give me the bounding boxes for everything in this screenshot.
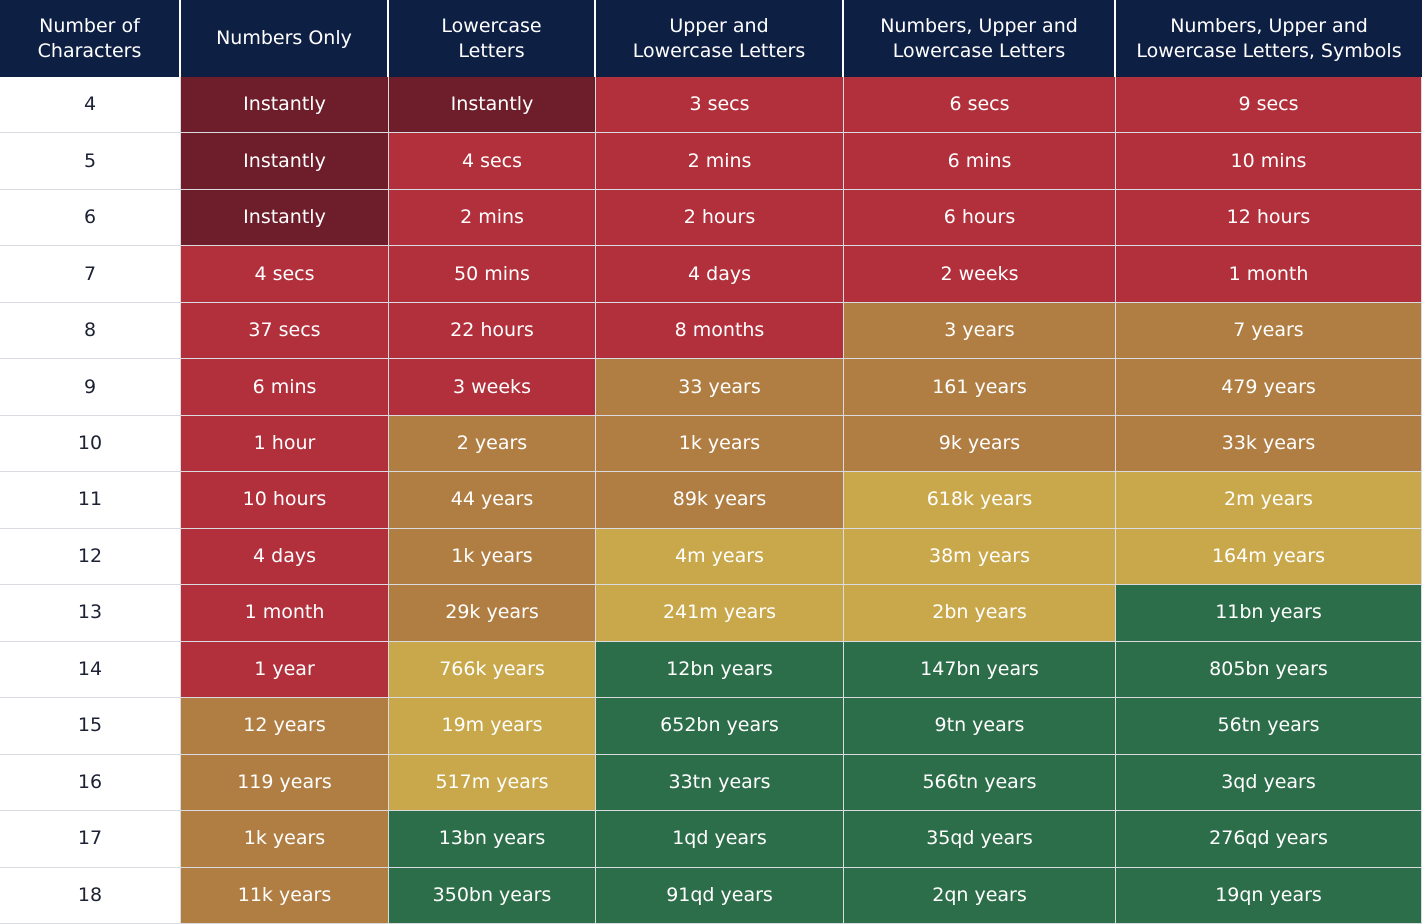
table-cell: 4 secs [181, 246, 389, 303]
table-cell: 19qn years [1116, 867, 1422, 924]
table-cell: 9k years [844, 415, 1116, 473]
table-cell: 3 weeks [389, 359, 596, 416]
table-cell: 2qn years [844, 867, 1116, 924]
table-cell: 33tn years [596, 754, 844, 812]
table-cell: 479 years [1116, 359, 1422, 416]
table-cell: 37 secs [181, 302, 389, 360]
table-cell: 11bn years [1116, 585, 1422, 642]
row-header-character-count: 6 [0, 189, 181, 247]
table-cell: Instantly [181, 189, 389, 247]
table-cell: 33k years [1116, 415, 1422, 473]
row-header-character-count: 7 [0, 246, 181, 303]
table-cell: 618k years [844, 472, 1116, 529]
table-cell: 33 years [596, 359, 844, 416]
table-cell: 10 hours [181, 472, 389, 529]
table-cell: 50 mins [389, 246, 596, 303]
table-cell: 2 mins [389, 189, 596, 247]
row-header-character-count: 9 [0, 359, 181, 416]
table-cell: 9tn years [844, 698, 1116, 755]
row-header-character-count: 17 [0, 811, 181, 868]
table-cell: 91qd years [596, 867, 844, 924]
column-header: Numbers, Upper and Lowercase Letters [844, 0, 1116, 77]
table-cell: 10 mins [1116, 133, 1422, 190]
table-cell: 517m years [389, 754, 596, 812]
table-cell: 2 years [389, 415, 596, 473]
row-header-character-count: 13 [0, 585, 181, 642]
table-cell: 1 month [1116, 246, 1422, 303]
table-cell: 3 secs [596, 77, 844, 134]
table-cell: 44 years [389, 472, 596, 529]
table-cell: 38m years [844, 528, 1116, 586]
table-cell: 2 mins [596, 133, 844, 190]
table-cell: 164m years [1116, 528, 1422, 586]
table-cell: 1k years [389, 528, 596, 586]
table-cell: 19m years [389, 698, 596, 755]
row-header-character-count: 5 [0, 133, 181, 190]
row-header-character-count: 11 [0, 472, 181, 529]
table-cell: 1k years [596, 415, 844, 473]
row-header-character-count: 18 [0, 867, 181, 924]
table-cell: 4 secs [389, 133, 596, 190]
table-cell: 4 days [596, 246, 844, 303]
table-cell: 2 hours [596, 189, 844, 247]
table-cell: 805bn years [1116, 641, 1422, 699]
table-cell: 3 years [844, 302, 1116, 360]
table-cell: 3qd years [1116, 754, 1422, 812]
table-cell: 161 years [844, 359, 1116, 416]
table-cell: 276qd years [1116, 811, 1422, 868]
table-cell: 2bn years [844, 585, 1116, 642]
table-cell: 2m years [1116, 472, 1422, 529]
table-cell: 29k years [389, 585, 596, 642]
table-cell: Instantly [389, 77, 596, 134]
table-cell: 766k years [389, 641, 596, 699]
row-header-character-count: 4 [0, 77, 181, 134]
table-cell: 8 months [596, 302, 844, 360]
row-header-character-count: 15 [0, 698, 181, 755]
table-cell: 6 secs [844, 77, 1116, 134]
table-cell: 1 hour [181, 415, 389, 473]
row-header-character-count: 12 [0, 528, 181, 586]
table-cell: 12bn years [596, 641, 844, 699]
column-header: Upper and Lowercase Letters [596, 0, 844, 77]
table-cell: 1 year [181, 641, 389, 699]
row-header-character-count: 8 [0, 302, 181, 360]
table-cell: 11k years [181, 867, 389, 924]
table-cell: 1qd years [596, 811, 844, 868]
table-cell: Instantly [181, 133, 389, 190]
column-header: Lowercase Letters [389, 0, 596, 77]
row-header-character-count: 16 [0, 754, 181, 812]
table-cell: 4 days [181, 528, 389, 586]
table-cell: 6 mins [844, 133, 1116, 190]
table-cell: 4m years [596, 528, 844, 586]
table-cell: 1k years [181, 811, 389, 868]
table-cell: 9 secs [1116, 77, 1422, 134]
table-cell: 652bn years [596, 698, 844, 755]
table-cell: 35qd years [844, 811, 1116, 868]
table-cell: Instantly [181, 77, 389, 134]
table-cell: 119 years [181, 754, 389, 812]
table-cell: 241m years [596, 585, 844, 642]
table-cell: 89k years [596, 472, 844, 529]
table-cell: 6 hours [844, 189, 1116, 247]
column-header: Numbers Only [181, 0, 389, 77]
table-cell: 147bn years [844, 641, 1116, 699]
table-cell: 56tn years [1116, 698, 1422, 755]
table-cell: 12 hours [1116, 189, 1422, 247]
table-cell: 13bn years [389, 811, 596, 868]
table-cell: 2 weeks [844, 246, 1116, 303]
table-cell: 12 years [181, 698, 389, 755]
table-cell: 566tn years [844, 754, 1116, 812]
table-cell: 1 month [181, 585, 389, 642]
table-cell: 22 hours [389, 302, 596, 360]
row-header-character-count: 10 [0, 415, 181, 473]
table-cell: 7 years [1116, 302, 1422, 360]
column-header: Numbers, Upper and Lowercase Letters, Sy… [1116, 0, 1422, 77]
column-header: Number of Characters [0, 0, 181, 77]
table-cell: 350bn years [389, 867, 596, 924]
table-cell: 6 mins [181, 359, 389, 416]
row-header-character-count: 14 [0, 641, 181, 699]
